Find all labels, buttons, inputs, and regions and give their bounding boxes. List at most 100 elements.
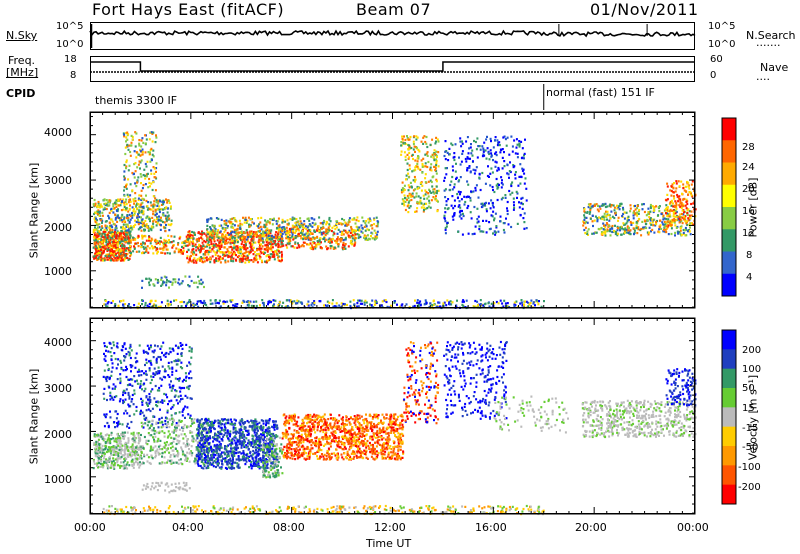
power-echo: [165, 245, 168, 248]
power-echo: [257, 217, 260, 220]
power-echo: [358, 228, 361, 231]
power-echo: [290, 231, 293, 234]
power-echo: [158, 205, 161, 208]
power-echo: [277, 225, 280, 228]
power-echo: [116, 230, 119, 233]
power-echo: [98, 226, 101, 229]
power-echo: [235, 238, 238, 241]
power-echo: [212, 230, 215, 233]
power-echo: [368, 217, 371, 220]
power-echo: [183, 241, 186, 244]
power-echo: [185, 244, 188, 247]
power-echo: [151, 188, 154, 192]
power-echo: [137, 203, 140, 206]
power-echo: [307, 243, 310, 246]
power-echo: [215, 234, 218, 237]
power-echo: [181, 245, 183, 248]
power-echo: [211, 237, 214, 240]
velocity-colorbar-tick: 200: [742, 345, 762, 356]
power-echo: [108, 257, 111, 260]
power-echo: [229, 245, 232, 248]
power-echo: [124, 185, 127, 188]
power-echo: [230, 251, 233, 254]
power-echo: [318, 243, 321, 246]
power-echo: [156, 247, 159, 251]
power-echo: [113, 232, 116, 235]
power-colorbar-tick: 12: [742, 228, 755, 239]
freq-strip-frame: [90, 56, 695, 82]
power-echo: [182, 249, 185, 252]
power-echo: [101, 252, 104, 255]
power-echo: [216, 249, 219, 252]
power-echo: [220, 257, 223, 260]
power-echo: [115, 202, 118, 205]
power-echo: [146, 208, 149, 211]
power-echo: [92, 203, 95, 206]
velocity-colorbar-tick: -50: [742, 442, 759, 453]
power-echo: [96, 252, 99, 255]
power-echo: [241, 233, 244, 236]
power-echo: [144, 162, 147, 166]
power-echo: [273, 258, 276, 261]
power-echo: [289, 237, 292, 240]
power-echo: [97, 247, 100, 250]
power-echo: [253, 222, 255, 225]
power-echo: [124, 177, 126, 180]
power-colorbar-swatch: [722, 184, 736, 208]
power-echo: [280, 226, 283, 229]
power-echo: [297, 220, 300, 223]
power-echo: [125, 140, 127, 143]
power-echo: [220, 236, 223, 239]
power-echo: [262, 225, 265, 228]
power-echo: [158, 215, 160, 218]
power-echo: [222, 238, 225, 241]
power-echo: [170, 241, 173, 244]
power-echo: [349, 242, 352, 245]
power-echo: [125, 247, 128, 250]
power-echo: [166, 199, 169, 202]
power-echo: [158, 208, 161, 211]
power-echo: [288, 242, 291, 245]
power-echo: [277, 231, 280, 234]
power-echo: [206, 231, 209, 234]
power-echo: [123, 227, 126, 230]
power-echo: [158, 240, 161, 243]
power-echo: [256, 233, 259, 236]
power-echo: [226, 254, 229, 257]
power-echo: [300, 224, 303, 227]
power-echo: [192, 258, 195, 262]
nsearch-tick-bottom: 10^0: [708, 39, 736, 50]
power-echo: [129, 241, 132, 244]
power-echo: [262, 234, 265, 237]
power-echo: [160, 240, 162, 243]
power-echo: [320, 233, 323, 236]
power-echo: [135, 185, 138, 188]
power-echo: [284, 233, 287, 236]
power-echo: [217, 247, 220, 250]
power-echo: [145, 165, 148, 168]
power-echo: [200, 247, 203, 250]
power-echo: [111, 235, 114, 238]
power-echo: [101, 221, 103, 224]
power-echo: [154, 213, 157, 216]
power-echo: [322, 226, 325, 229]
power-echo: [154, 141, 157, 144]
power-echo: [264, 244, 267, 247]
velocity-colorbar-swatch: [722, 368, 736, 389]
power-echo: [315, 245, 318, 248]
power-echo: [336, 220, 339, 223]
power-echo: [148, 247, 151, 250]
power-echo: [226, 248, 229, 251]
power-echo: [150, 147, 153, 150]
power-echo: [212, 246, 215, 249]
power-echo: [126, 215, 129, 218]
power-echo: [137, 220, 140, 223]
power-echo: [106, 201, 109, 204]
power-echo: [111, 237, 114, 240]
x-tick: 00:00: [74, 521, 106, 534]
power-echo: [256, 249, 258, 252]
power-echo: [344, 247, 347, 250]
power-echo: [355, 219, 358, 222]
power-echo: [141, 201, 144, 204]
power-echo: [220, 224, 223, 227]
